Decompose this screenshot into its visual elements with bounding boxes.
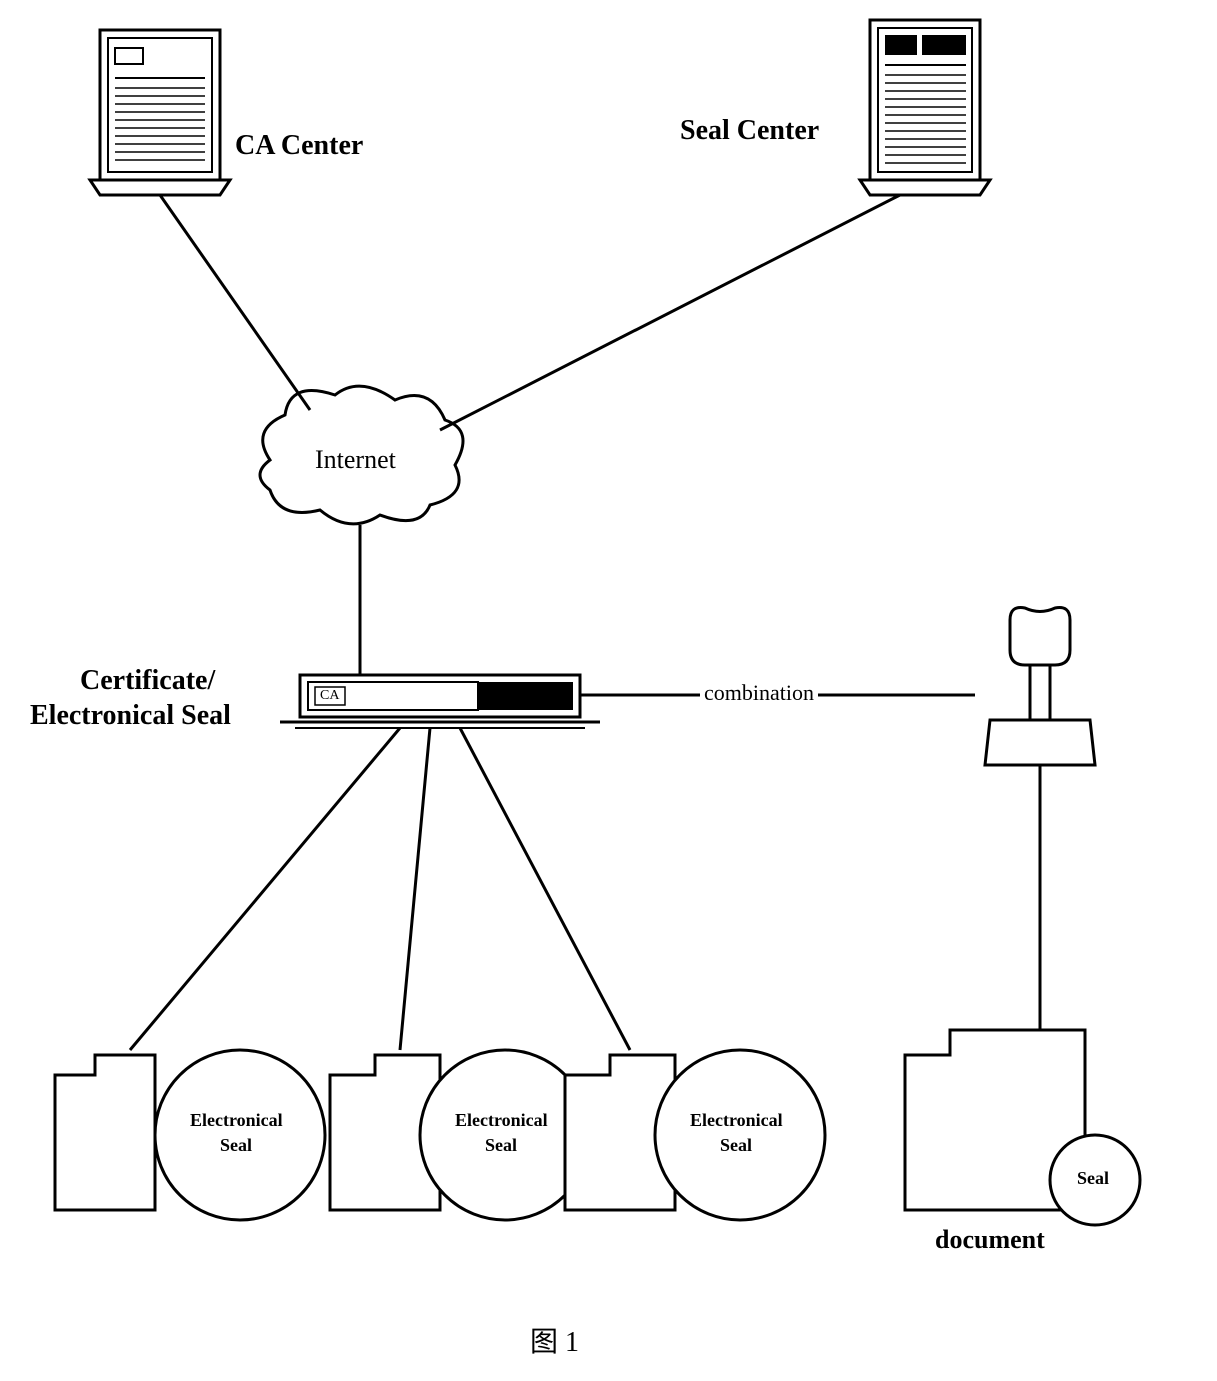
- edge-device-seal3: [460, 728, 630, 1050]
- seal3-text1: Electronical: [690, 1110, 783, 1131]
- seal3-text2: Seal: [720, 1135, 752, 1156]
- seal1-text1: Electronical: [190, 1110, 283, 1131]
- ca-center-label: CA Center: [235, 130, 363, 162]
- edge-device-seal2: [400, 728, 430, 1050]
- certificate-label: Certificate/: [80, 665, 215, 697]
- figure-label: 图 1: [530, 1320, 579, 1360]
- document-label: document: [935, 1225, 1045, 1255]
- seal-small-label: Seal: [1077, 1168, 1109, 1189]
- ca-server-icon: [90, 30, 230, 195]
- electronic-seal-label: Electronical Seal: [30, 700, 231, 732]
- edge-ca-cloud: [160, 195, 310, 410]
- internet-label: Internet: [315, 445, 396, 475]
- seal2-text2: Seal: [485, 1135, 517, 1156]
- edge-seal-cloud: [440, 195, 900, 430]
- combination-label: combination: [700, 680, 818, 706]
- seal-center-label: Seal Center: [680, 115, 819, 147]
- seal-server-icon: [860, 20, 990, 195]
- stamp-icon: [985, 608, 1095, 766]
- seal2-text1: Electronical: [455, 1110, 548, 1131]
- document-icon: [905, 1030, 1140, 1225]
- seal1-text2: Seal: [220, 1135, 252, 1156]
- ca-small-label: CA: [320, 688, 339, 704]
- folder-icon-1: [55, 1055, 155, 1210]
- edge-device-seal1: [130, 728, 400, 1050]
